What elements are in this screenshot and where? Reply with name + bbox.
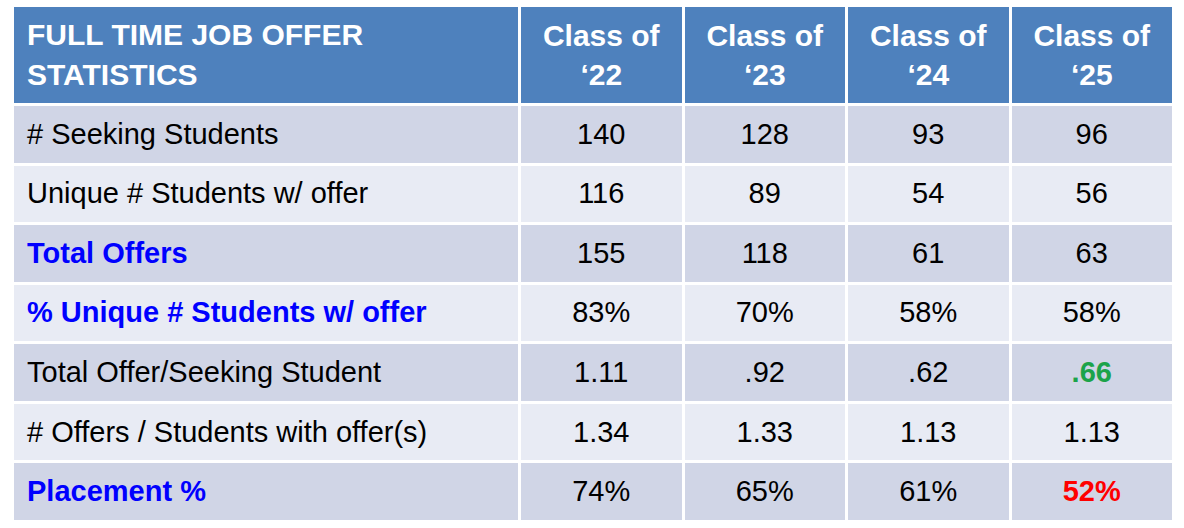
cell-value: 63 [1012,225,1173,282]
cell-value: 61 [848,225,1009,282]
cell-value: .62 [848,344,1009,401]
cell-value: 89 [685,166,846,223]
column-header-class-24: Class of ‘24 [848,7,1009,103]
slide: FULL TIME JOB OFFER STATISTICS Class of … [0,0,1184,528]
cell-value-highlight-red: 52% [1012,463,1173,520]
cell-value-highlight-green: .66 [1012,344,1173,401]
cell-value: 96 [1012,106,1173,163]
cell-value: 1.34 [521,404,682,461]
cell-value: 54 [848,166,1009,223]
row-label-placement-pct: Placement % [14,463,518,520]
cell-value: 58% [1012,285,1173,342]
cell-value: 93 [848,106,1009,163]
row-label-pct-unique-students-offer: % Unique # Students w/ offer [14,285,518,342]
cell-value: 140 [521,106,682,163]
cell-value: 61% [848,463,1009,520]
cell-value: 56 [1012,166,1173,223]
cell-value: 128 [685,106,846,163]
cell-value: 65% [685,463,846,520]
column-header-class-25: Class of ‘25 [1012,7,1173,103]
cell-value: 58% [848,285,1009,342]
row-label-seeking-students: # Seeking Students [14,106,518,163]
cell-value: .92 [685,344,846,401]
row-label-total-offers: Total Offers [14,225,518,282]
column-header-class-23: Class of ‘23 [685,7,846,103]
column-header-class-22: Class of ‘22 [521,7,682,103]
table-title: FULL TIME JOB OFFER STATISTICS [14,7,518,103]
cell-value: 1.11 [521,344,682,401]
cell-value: 1.13 [1012,404,1173,461]
cell-value: 83% [521,285,682,342]
cell-value: 74% [521,463,682,520]
cell-value: 1.13 [848,404,1009,461]
stats-table: FULL TIME JOB OFFER STATISTICS Class of … [14,7,1172,520]
cell-value: 155 [521,225,682,282]
cell-value: 70% [685,285,846,342]
cell-value: 118 [685,225,846,282]
row-label-offers-per-student-with-offer: # Offers / Students with offer(s) [14,404,518,461]
row-label-total-offer-per-seeking: Total Offer/Seeking Student [14,344,518,401]
cell-value: 116 [521,166,682,223]
cell-value: 1.33 [685,404,846,461]
row-label-unique-students-offer: Unique # Students w/ offer [14,166,518,223]
